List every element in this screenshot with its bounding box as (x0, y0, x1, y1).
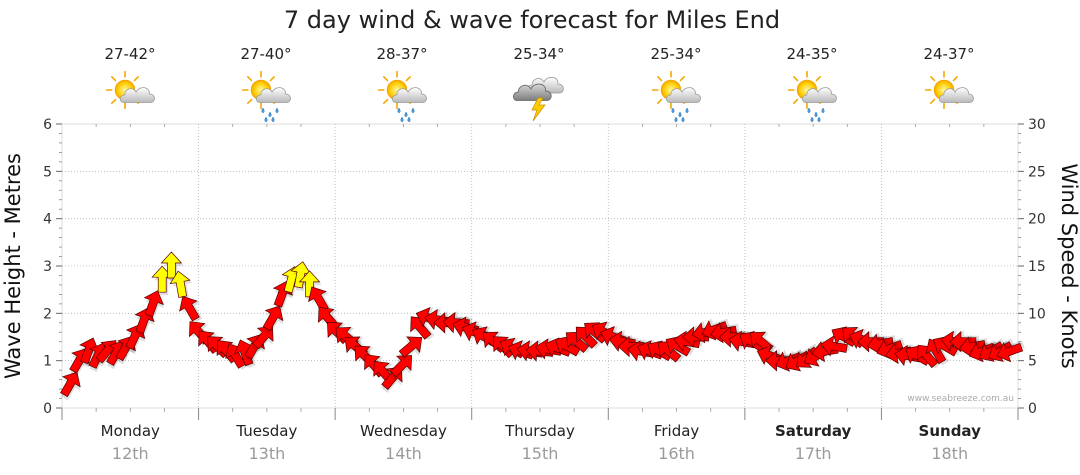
right-tick-label: 30 (1028, 117, 1046, 133)
temperature-range: 27-42° (104, 45, 155, 63)
right-tick-label: 20 (1028, 212, 1046, 228)
right-tick-label: 25 (1028, 164, 1046, 180)
right-tick-label: 0 (1028, 401, 1037, 417)
wind-arrow (60, 371, 81, 401)
date-label: 15th (522, 444, 559, 463)
temperature-range: 28-37° (376, 45, 427, 63)
wind-arrow (389, 355, 413, 381)
date-label: 12th (112, 444, 149, 463)
wind-arrow (252, 325, 274, 353)
wind-arrow (160, 251, 184, 281)
temperature-range: 25-34° (650, 45, 701, 63)
right-tick-label: 10 (1028, 306, 1046, 322)
wind-arrow (262, 305, 284, 335)
day-label: Friday (654, 422, 700, 440)
day-label: Saturday (775, 422, 852, 440)
wind-arrow (290, 261, 313, 292)
date-label: 16th (658, 444, 695, 463)
left-tick-label: 4 (43, 212, 52, 228)
right-tick-label: 15 (1028, 259, 1046, 275)
wind-arrow (179, 296, 203, 323)
y-axis-left-title: Wave Height - Metres (1, 153, 25, 379)
wind-arrow (820, 334, 851, 357)
right-tick-label: 5 (1028, 354, 1037, 370)
sun-cloud-rain-icon (377, 70, 427, 123)
day-label: Sunday (919, 422, 982, 440)
watermark: www.seabreeze.com.au (907, 394, 1014, 404)
left-tick-label: 1 (43, 354, 52, 370)
day-label: Wednesday (360, 422, 447, 440)
day-label: Monday (101, 422, 160, 440)
day-label: Tuesday (235, 422, 297, 440)
sun-cloud-icon (105, 70, 155, 110)
left-tick-label: 5 (43, 164, 52, 180)
sun-cloud-icon (924, 70, 974, 110)
left-tick-label: 0 (43, 401, 52, 417)
left-tick-label: 3 (43, 259, 52, 275)
sun-cloud-rain-icon (651, 70, 701, 123)
y-axis-right-title: Wind Speed - Knots (1057, 163, 1080, 368)
wind-arrow (996, 339, 1025, 363)
chart-title: 7 day wind & wave forecast for Miles End (284, 6, 780, 34)
date-label: 14th (385, 444, 422, 463)
sun-cloud-rain-icon (787, 70, 837, 123)
date-label: 18th (931, 444, 968, 463)
day-label: Thursday (504, 422, 575, 440)
sun-cloud-rain-icon (241, 70, 291, 123)
date-label: 13th (248, 444, 285, 463)
left-tick-label: 6 (43, 117, 52, 133)
wind-arrow (398, 336, 423, 361)
wind-arrow (143, 290, 165, 321)
left-tick-label: 2 (43, 306, 52, 322)
wind-arrow (169, 270, 193, 301)
storm-cloud-icon (512, 76, 564, 122)
temperature-range: 24-37° (923, 45, 974, 63)
temperature-range: 25-34° (513, 45, 564, 63)
temperature-range: 24-35° (786, 45, 837, 63)
date-label: 17th (795, 444, 832, 463)
temperature-range: 27-40° (240, 45, 291, 63)
